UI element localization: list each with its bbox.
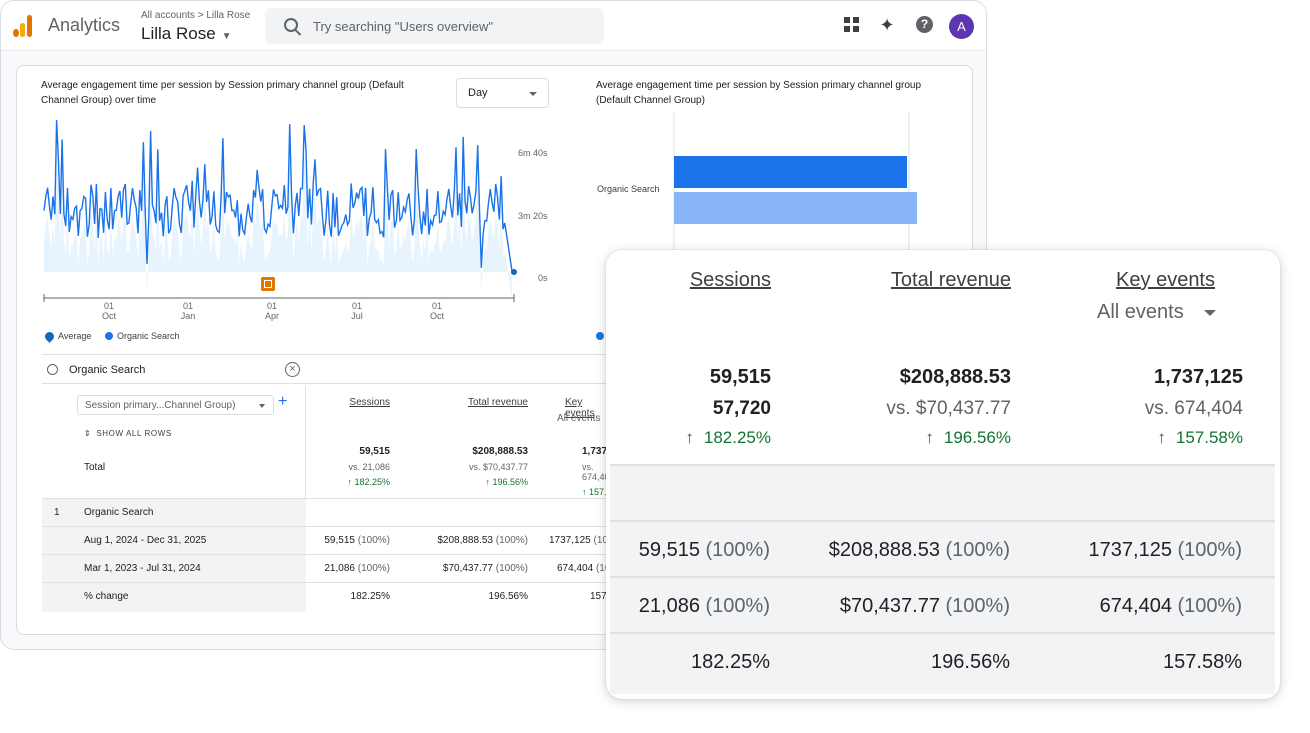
add-dimension-button[interactable]: + — [278, 393, 288, 410]
app-name: Analytics — [48, 15, 121, 35]
column-header-key-events[interactable]: Key events — [565, 397, 595, 419]
breadcrumb[interactable]: All accounts > Lilla Rose — [141, 10, 251, 21]
organic-search-line — [43, 119, 513, 272]
average-marker-icon — [43, 329, 56, 343]
zoom-key-events-filter[interactable]: All events — [1097, 301, 1216, 324]
zoom-table-row[interactable]: 59,515 (100%) $208,888.53 (100%) 1737,12… — [610, 522, 1275, 578]
table-row[interactable]: Mar 1, 2023 - Jul 31, 2024 21,086 (100%)… — [42, 554, 628, 583]
divider — [610, 576, 1275, 578]
total-revenue: $208,888.53 vs. $70,437.77 ↑ 196.56% — [468, 446, 528, 487]
calendar-annotation-icon[interactable] — [261, 277, 275, 291]
zoom-total-revenue: $208,888.53 vs. $70,437.77 ↑ 196.56% — [886, 366, 1011, 447]
x-tick: 01 Jul — [351, 301, 363, 321]
avatar[interactable]: A — [949, 14, 974, 39]
zoom-dimension-row[interactable] — [610, 466, 1275, 520]
divider — [610, 520, 1275, 522]
divider — [610, 464, 1275, 466]
zoom-total-sessions: 59,515 57,720 ↑ 182.25% — [685, 366, 771, 447]
dropdown-arrow-icon — [1203, 309, 1216, 316]
zoomed-table-panel: Sessions Total revenue Key events All ev… — [606, 250, 1280, 699]
y-tick: 6m 40s — [518, 148, 548, 158]
total-label: Total — [84, 462, 106, 473]
x-tick: 01 Jan — [180, 301, 196, 321]
dropdown-arrow-icon — [259, 404, 265, 408]
total-key-events: 1,737,125 vs. 674,404 ↑ 157.58% — [582, 446, 627, 497]
bar-chart-title: Average engagement time per session by S… — [596, 80, 921, 106]
bar-legend-dot-icon — [596, 332, 604, 340]
divider — [610, 632, 1275, 634]
expand-icon: ⇕ — [84, 429, 92, 438]
search-bar[interactable] — [265, 8, 604, 44]
granularity-select[interactable]: Day — [456, 78, 549, 108]
table-row[interactable]: 1 Organic Search — [42, 498, 612, 527]
average-area — [44, 148, 512, 299]
bar-current-period[interactable] — [674, 156, 907, 188]
apps-grid-icon[interactable] — [843, 16, 861, 34]
property-selector[interactable]: Lilla Rose ▼ — [141, 24, 232, 44]
up-arrow-icon: ↑ — [685, 428, 694, 447]
granularity-value: Day — [468, 87, 488, 99]
up-arrow-icon: ↑ — [1157, 428, 1166, 447]
filter-value[interactable]: Organic Search — [69, 364, 146, 376]
zoom-table-row[interactable]: 182.25% 196.56% 157.58% — [610, 634, 1275, 694]
series-dot-icon — [105, 332, 113, 340]
dropdown-arrow-icon — [529, 92, 537, 96]
x-tick: 01 Oct — [429, 301, 444, 321]
total-sessions: 59,515 vs. 21,086 ↑ 182.25% — [347, 446, 390, 487]
property-name: Lilla Rose — [141, 24, 216, 43]
bar-previous-period[interactable] — [674, 192, 917, 224]
column-header-revenue[interactable]: Total revenue — [467, 397, 528, 408]
table-row[interactable]: % change 182.25% 196.56% 157.58% — [42, 582, 629, 613]
line-chart-title: Average engagement time per session by S… — [41, 80, 404, 106]
clear-filter-icon[interactable]: × — [285, 362, 300, 377]
table-filter[interactable]: Organic Search × — [42, 354, 612, 384]
zoom-table-row[interactable]: 21,086 (100%) $70,437.77 (100%) 674,404 … — [610, 578, 1275, 634]
y-tick: 3m 20s — [518, 211, 548, 221]
search-icon — [47, 364, 58, 375]
bar-chart — [673, 112, 917, 252]
bar-category-label: Organic Search — [597, 184, 660, 194]
search-icon — [284, 18, 298, 32]
y-tick: 0s — [538, 273, 548, 283]
zoom-column-header-revenue[interactable]: Total revenue — [890, 269, 1011, 291]
top-bar: Analytics All accounts > Lilla Rose Lill… — [1, 1, 986, 51]
table-row[interactable]: Aug 1, 2024 - Dec 31, 2025 59,515 (100%)… — [42, 526, 626, 555]
column-header-sessions[interactable]: Sessions — [349, 397, 390, 408]
data-table: Session primary...Channel Group) + ⇕ SHOW… — [42, 386, 629, 613]
zoom-column-header-key-events[interactable]: Key events — [1116, 269, 1215, 291]
legend-organic-search[interactable]: Organic Search — [105, 331, 180, 341]
x-tick: 01 Apr — [264, 301, 279, 321]
sparkle-icon[interactable]: ✦ — [879, 15, 895, 35]
x-tick: 01 Oct — [101, 301, 116, 321]
zoom-total-key-events: 1,737,125 vs. 674,404 ↑ 157.58% — [1144, 366, 1243, 447]
analytics-logo-icon — [13, 15, 33, 37]
dimension-select[interactable]: Session primary...Channel Group) — [77, 395, 274, 415]
help-icon[interactable]: ? — [916, 16, 933, 33]
legend-average[interactable]: Average — [43, 329, 91, 343]
zoom-column-header-sessions[interactable]: Sessions — [689, 269, 771, 291]
search-input[interactable] — [313, 8, 593, 44]
chevron-down-icon: ▼ — [221, 31, 232, 42]
key-events-filter[interactable]: All events — [557, 413, 601, 424]
show-all-rows-button[interactable]: ⇕ SHOW ALL ROWS — [84, 429, 172, 438]
up-arrow-icon: ↑ — [925, 428, 934, 447]
line-end-marker — [511, 269, 517, 275]
line-chart — [43, 119, 517, 302]
